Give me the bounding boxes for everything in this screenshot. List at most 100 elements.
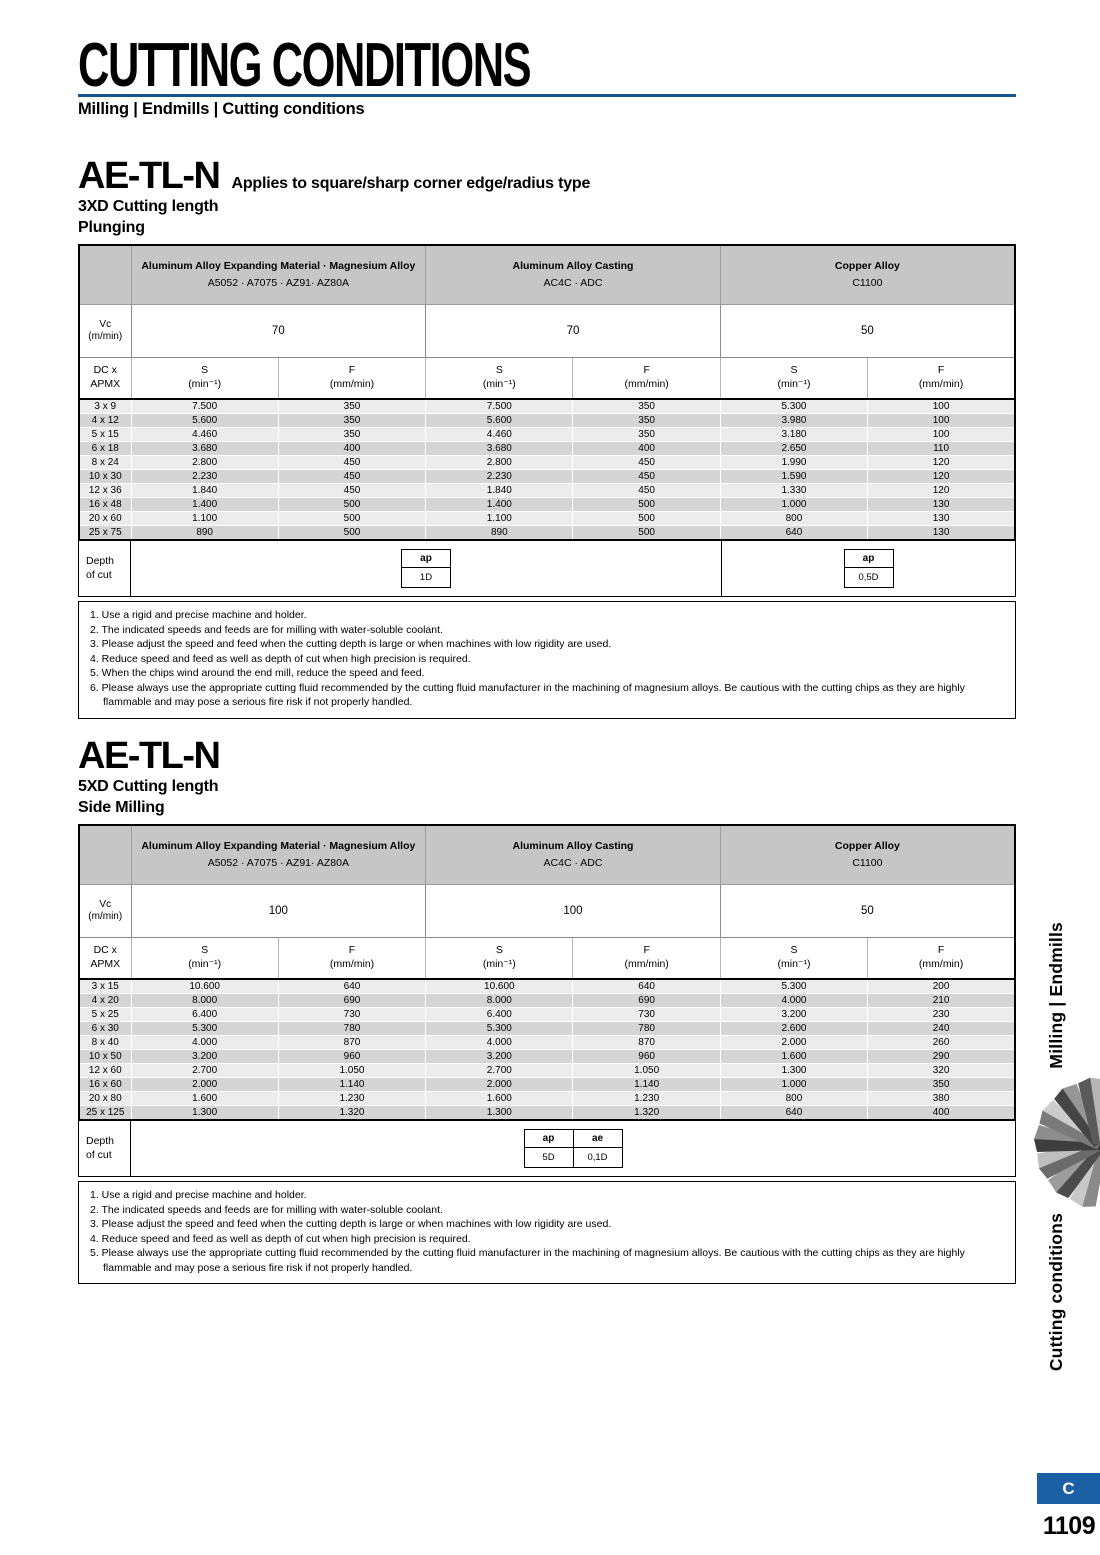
feed-rate-header-symbol: F: [937, 364, 945, 377]
depth-label-line1: Depth: [86, 554, 115, 567]
value-cell: 120: [867, 483, 1016, 498]
value-cell: 500: [572, 497, 721, 512]
alloy-group-name: Aluminum Alloy Expanding Material · Magn…: [141, 259, 416, 272]
vc-label-line2: (m/min): [88, 911, 123, 922]
size-cell: 16 x 60: [78, 1077, 132, 1092]
size-cell: 3 x 9: [78, 398, 132, 414]
data-rows: 3 x 9 7.500 350 7.500 350 5.300 100 4 x 12 5.600…: [78, 398, 1016, 541]
table-row: 16 x 60 2.000 1.140 2.000 1.140 1.000 350: [78, 1077, 1016, 1092]
value-cell: 210: [867, 993, 1016, 1008]
section-header: AE-TL-N: [78, 736, 1016, 776]
alloy-group-name: Aluminum Alloy Casting: [512, 839, 634, 852]
depth-param-value-row: 0,5D: [843, 567, 894, 588]
value-cell: 3.180: [719, 427, 869, 442]
value-cell: 350: [277, 413, 427, 428]
spindle-speed-header: S (min⁻¹): [425, 357, 574, 400]
value-cell: 500: [572, 525, 721, 541]
value-cell: 1.320: [277, 1105, 427, 1121]
value-cell: 120: [867, 469, 1016, 484]
value-cell: 1.000: [719, 1077, 869, 1092]
value-cell: 730: [572, 1007, 721, 1022]
size-cell: 10 x 30: [78, 469, 132, 484]
depth-of-cut-row: Depth of cut ap 1D ap 0,5D: [78, 541, 1016, 597]
value-cell: 380: [867, 1091, 1016, 1106]
feed-rate-header: F (mm/min): [572, 937, 721, 980]
depth-label-line1: Depth: [86, 1134, 115, 1147]
size-cell: 12 x 60: [78, 1063, 132, 1078]
value-cell: 120: [867, 455, 1016, 470]
feed-rate-header: F (mm/min): [572, 357, 721, 400]
section-badge: C: [1037, 1473, 1100, 1504]
depth-area: ap 0,5D: [721, 541, 1015, 596]
feed-rate-header-symbol: F: [643, 944, 650, 957]
value-cell: 730: [277, 1007, 427, 1022]
alloy-group-grades: AC4C · ADC: [543, 856, 603, 869]
size-cell: 20 x 60: [78, 511, 132, 526]
speed-feed-header-row: DC x APMX S (min⁻¹) F (mm/min) S (min⁻¹) F (mm/…: [78, 937, 1016, 980]
feed-rate-header-unit: (mm/min): [918, 378, 964, 390]
alloy-group-name: Aluminum Alloy Expanding Material · Magn…: [141, 839, 416, 852]
size-cell: 25 x 75: [78, 525, 132, 541]
vc-value: 50: [719, 884, 1016, 938]
value-cell: 640: [719, 1105, 869, 1121]
value-cell: 5.300: [425, 1021, 574, 1036]
value-cell: 5.300: [719, 398, 869, 414]
row-header-line2: APMX: [90, 378, 121, 390]
value-cell: 100: [867, 398, 1016, 414]
note-item: 6. Please always use the appropriate cut…: [90, 681, 965, 709]
table-row: 6 x 18 3.680 400 3.680 400 2.650 110: [78, 441, 1016, 456]
value-cell: 10.600: [425, 978, 574, 994]
table-row: 10 x 30 2.230 450 2.230 450 1.590 120: [78, 469, 1016, 484]
value-cell: 690: [572, 993, 721, 1008]
size-cell: 5 x 15: [78, 427, 132, 442]
value-cell: 100: [867, 427, 1016, 442]
title-rule: [78, 94, 1016, 97]
note-item: 5. Please always use the appropriate cut…: [90, 1247, 965, 1274]
alloy-group-grades: C1100: [852, 276, 883, 289]
size-cell: 3 x 15: [78, 978, 132, 994]
value-cell: 100: [867, 413, 1016, 428]
row-header-line1: DC x: [93, 944, 117, 957]
alloy-header-row: Aluminum Alloy Expanding Material · Magn…: [78, 244, 1016, 305]
feed-rate-header-symbol: F: [348, 944, 356, 957]
value-cell: 960: [572, 1049, 721, 1064]
value-cell: 450: [277, 455, 427, 470]
note-item: 2. The indicated speeds and feeds are fo…: [90, 1203, 443, 1216]
cutting-conditions-table: Aluminum Alloy Expanding Material · Magn…: [78, 244, 1016, 541]
table-row: 12 x 36 1.840 450 1.840 450 1.330 120: [78, 483, 1016, 498]
size-cell: 8 x 24: [78, 455, 132, 470]
alloy-group-header: Aluminum Alloy Casting AC4C · ADC: [425, 244, 721, 305]
table-row: 3 x 9 7.500 350 7.500 350 5.300 100: [78, 398, 1016, 414]
note-item: 3. Please adjust the speed and feed when…: [90, 1218, 612, 1230]
value-cell: 8.000: [130, 993, 279, 1008]
value-cell: 1.600: [425, 1091, 574, 1106]
value-cell: 2.000: [425, 1077, 574, 1092]
vc-value: 50: [719, 304, 1016, 358]
value-cell: 1.140: [572, 1077, 721, 1092]
feed-rate-header-unit: (mm/min): [329, 378, 375, 390]
depth-areas: ap ae 5D 0,1D: [131, 1121, 1015, 1176]
value-cell: 130: [867, 511, 1016, 526]
value-cell: 10.600: [130, 978, 279, 994]
note-item: 1. Use a rigid and precise machine and h…: [90, 1189, 307, 1201]
value-cell: 450: [572, 483, 721, 498]
value-cell: 200: [867, 978, 1016, 994]
milling-cutter-logo-icon: [1034, 1077, 1100, 1207]
value-cell: 500: [572, 511, 721, 526]
spindle-speed-header-unit: (min⁻¹): [482, 958, 516, 970]
value-cell: 130: [867, 497, 1016, 512]
value-cell: 780: [572, 1021, 721, 1036]
depth-param-box: ap ae 5D 0,1D: [523, 1129, 623, 1168]
value-cell: 2.000: [719, 1035, 869, 1050]
spindle-speed-header-unit: (min⁻¹): [482, 378, 516, 390]
alloy-group-name: Copper Alloy: [834, 259, 900, 272]
row-header-line1: DC x: [93, 364, 117, 377]
value-cell: 6.400: [425, 1007, 574, 1022]
feed-rate-header: F (mm/min): [277, 937, 427, 980]
alloy-group-header: Copper Alloy C1100: [719, 244, 1016, 305]
note-item: 3. Please adjust the speed and feed when…: [90, 638, 612, 650]
spindle-speed-header: S (min⁻¹): [130, 937, 279, 980]
speed-feed-header-row: DC x APMX S (min⁻¹) F (mm/min) S (min⁻¹) F (mm/…: [78, 357, 1016, 400]
spindle-speed-header-symbol: S: [201, 944, 209, 957]
depth-param-header-row: ap: [843, 549, 894, 568]
